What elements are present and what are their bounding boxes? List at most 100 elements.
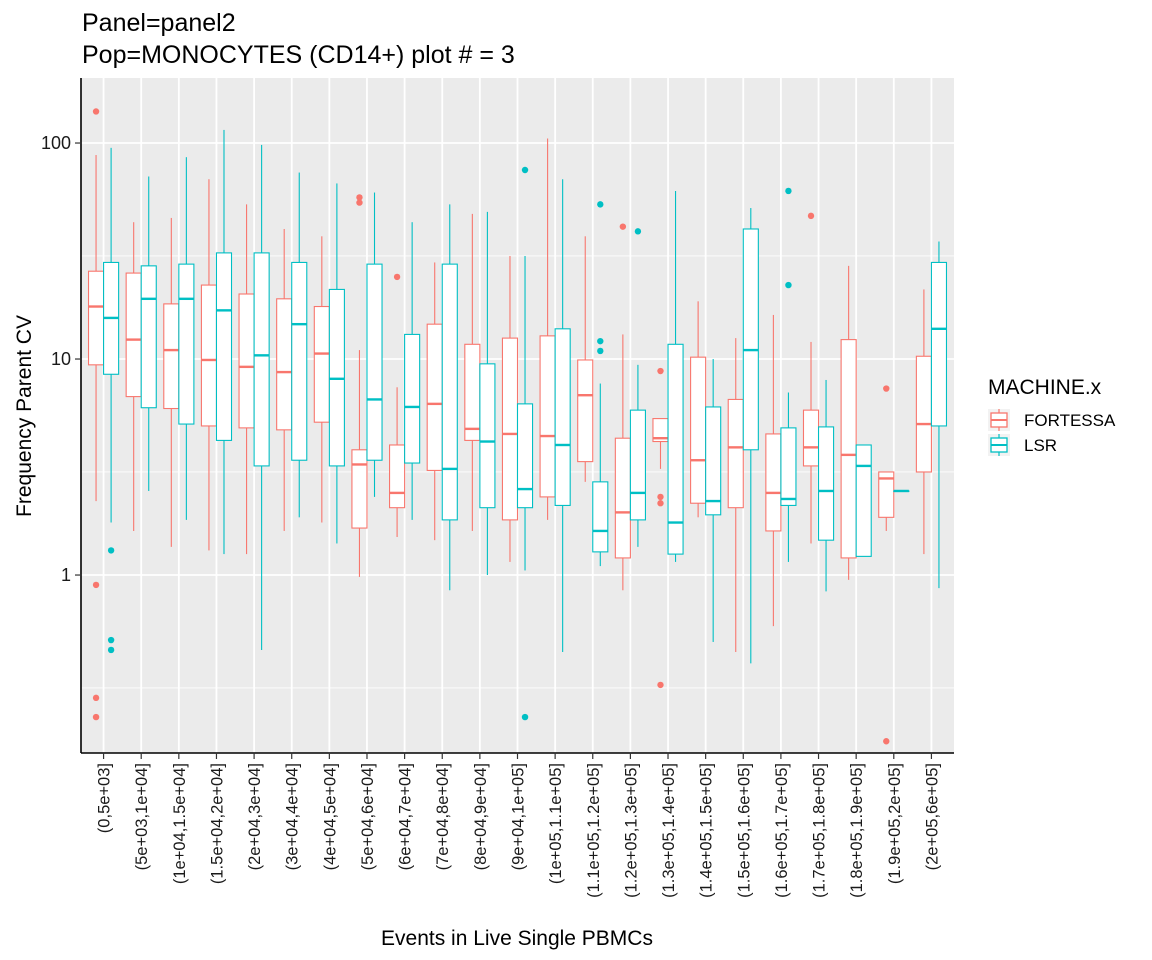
x-tick-label: (4e+04,5e+04] <box>321 763 339 870</box>
box-lsr <box>366 192 383 497</box>
box-body <box>690 356 707 504</box>
box-body <box>516 403 534 509</box>
box-body <box>840 339 857 559</box>
box-lsr <box>629 228 646 547</box>
box-body <box>351 449 368 529</box>
y-tick-label: 1 <box>61 565 71 585</box>
x-tick-label: (1.8e+05,1.9e+05] <box>848 763 866 898</box>
box-fortessa <box>690 301 707 518</box>
x-tick-label: (8e+04,9e+04] <box>472 763 490 870</box>
x-tick-label: (0,5e+03] <box>96 763 114 833</box>
x-tick-label: (1.4e+05,1.5e+05] <box>698 763 716 898</box>
box-lsr <box>893 489 910 493</box>
box-body <box>667 343 684 555</box>
box-body <box>238 293 255 429</box>
box-lsr <box>103 147 120 654</box>
box-fortessa <box>577 236 594 482</box>
box-body <box>554 328 571 506</box>
box-body <box>592 481 609 553</box>
box-body <box>539 335 556 498</box>
box-body <box>464 343 481 441</box>
x-tick-label: (1.9e+05,2e+05] <box>886 763 904 884</box>
outlier-point <box>92 694 100 702</box>
box-lsr <box>930 241 948 589</box>
box-body <box>727 398 744 509</box>
x-ticks: (0,5e+03] (5e+03,1e+04] (1e+04,1.5e+04] (1.… <box>96 753 941 898</box>
x-tick-label: (1.1e+05,1.2e+05] <box>585 763 603 898</box>
outlier-point <box>883 385 890 392</box>
box-body <box>313 305 330 423</box>
box-body <box>855 444 872 557</box>
chart-title-line-2: Pop=MONOCYTES (CD14+) plot # = 3 <box>82 41 515 69</box>
box-lsr <box>516 166 534 721</box>
x-tick-label: (9e+04,1e+05] <box>510 763 528 870</box>
legend: MACHINE.x FORTESSA LSR <box>988 376 1116 456</box>
box-fortessa <box>238 204 255 555</box>
outlier-point <box>92 581 100 589</box>
box-body <box>915 355 932 473</box>
outlier-point <box>107 547 115 554</box>
box-lsr <box>404 222 421 520</box>
box-lsr <box>291 172 308 518</box>
box-body <box>140 265 157 409</box>
outlier-point <box>107 636 115 644</box>
x-axis-title: Events in Live Single PBMCs <box>381 927 653 950</box>
x-tick-label: (1.7e+05,1.8e+05] <box>811 763 829 898</box>
box-fortessa <box>614 223 631 591</box>
box-fortessa <box>389 273 406 537</box>
outlier-point <box>657 681 664 689</box>
legend-label-fortessa: FORTESSA <box>1024 411 1116 430</box>
outlier-point <box>619 223 627 230</box>
legend-item-fortessa: FORTESSA <box>988 409 1116 431</box>
chart-title-line-1: Panel=panel2 <box>82 9 236 37</box>
outlier-point <box>785 187 792 195</box>
x-tick-label: (3e+04,4e+04] <box>284 763 302 870</box>
outlier-point <box>785 281 792 289</box>
box-body <box>742 228 759 451</box>
outlier-point <box>657 500 664 507</box>
x-tick-label: (5e+04,6e+04] <box>359 763 377 870</box>
box-body <box>780 427 797 506</box>
box-body <box>765 433 782 532</box>
box-fortessa <box>426 262 443 541</box>
box-body <box>163 303 180 410</box>
outlier-point <box>597 337 604 345</box>
box-lsr <box>817 379 835 592</box>
outlier-point <box>92 108 100 115</box>
box-body <box>125 272 142 398</box>
outlier-point <box>657 367 664 375</box>
x-tick-label: (1.5e+05,1.6e+05] <box>735 763 753 898</box>
box-lsr <box>705 359 722 642</box>
outlier-point <box>883 738 890 745</box>
y-axis-title: Frequency Parent CV <box>13 315 36 517</box>
x-tick-label: (1.6e+05,1.7e+05] <box>773 763 791 898</box>
x-tick-label: (1.2e+05,1.3e+05] <box>622 763 640 898</box>
box-fortessa <box>878 385 895 745</box>
outlier-point <box>92 713 100 721</box>
box-lsr <box>253 144 270 650</box>
box-lsr <box>215 129 233 555</box>
y-tick-label: 100 <box>41 133 71 153</box>
box-fortessa <box>840 265 857 580</box>
box-lsr <box>328 183 345 544</box>
box-lsr <box>554 179 571 653</box>
box-lsr <box>780 187 797 562</box>
outlier-point <box>807 212 815 220</box>
outlier-point <box>356 199 363 206</box>
legend-item-lsr: LSR <box>988 434 1057 456</box>
box-body <box>878 471 895 518</box>
x-tick-label: (1e+05,1.1e+05] <box>547 763 565 884</box>
box-lsr <box>441 204 458 591</box>
y-tick-label: 10 <box>51 349 71 369</box>
x-tick-label: (6e+04,7e+04] <box>397 763 415 870</box>
box-fortessa <box>163 217 180 547</box>
box-body <box>200 284 218 427</box>
outlier-point <box>356 194 363 201</box>
box-lsr <box>140 176 157 491</box>
box-body <box>629 409 646 521</box>
x-tick-label: (7e+04,8e+04] <box>434 763 452 870</box>
x-tick-label: (5e+03,1e+04] <box>133 763 151 870</box>
box-body <box>614 437 631 559</box>
box-fortessa <box>200 179 218 551</box>
outlier-point <box>107 646 115 654</box>
